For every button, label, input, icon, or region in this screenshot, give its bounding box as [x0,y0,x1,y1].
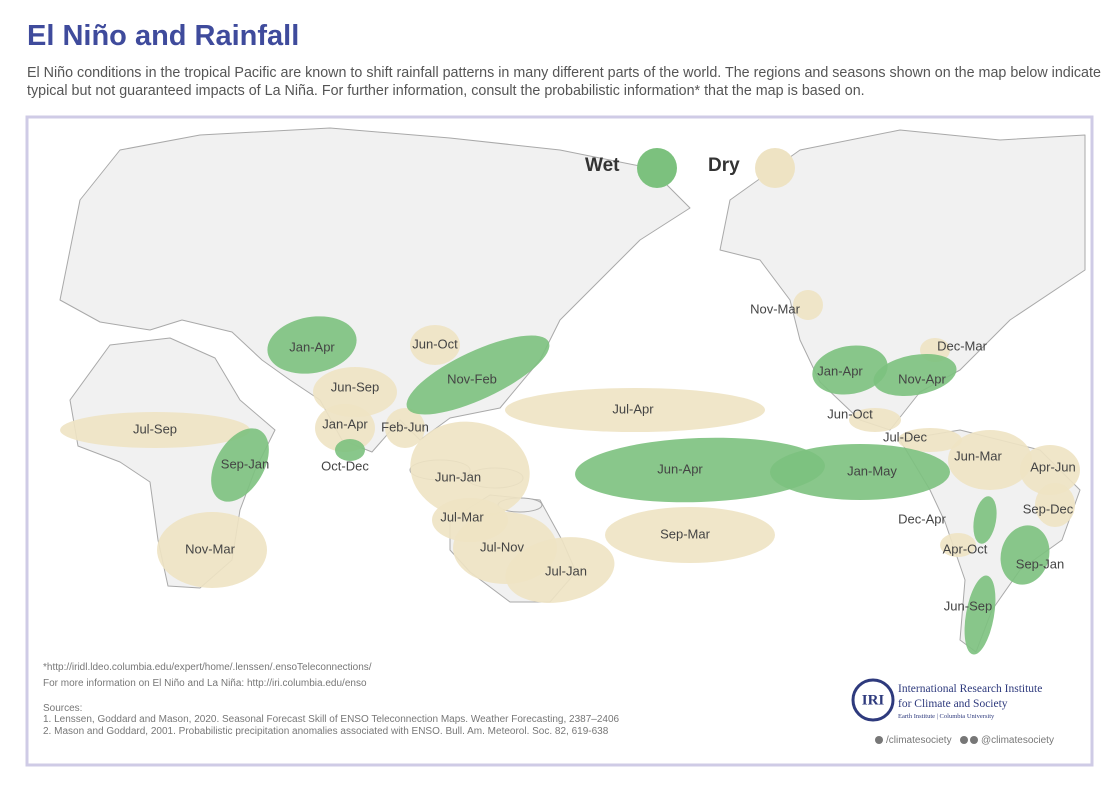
footnote: *http://iridl.ldeo.columbia.edu/expert/h… [43,662,372,673]
region-label: Jul-Nov [480,539,525,554]
footer: *http://iridl.ldeo.columbia.edu/expert/h… [43,662,1054,746]
wet-region [1000,525,1050,585]
region-label: Jun-Mar [954,448,1002,463]
wet-region [973,496,997,544]
region-label: Sep-Jan [221,456,269,471]
legend-swatch [755,148,795,188]
region-label: Sep-Jan [1016,556,1064,571]
dry-region [793,290,823,320]
legend-label: Wet [585,155,620,176]
region-label: Jun-Oct [827,406,873,421]
social-icon [960,736,968,744]
dry-region [410,325,460,365]
region-label: Nov-Mar [185,541,236,556]
sources-heading: Sources: [43,703,82,714]
region-label: Nov-Feb [447,371,497,386]
logo-affiliation: Earth Institute | Columbia University [898,713,995,720]
dry-region [1035,483,1075,527]
region-label: Jun-Sep [331,379,379,394]
facebook-icon [875,736,883,744]
social-handle: /climatesociety [886,735,952,746]
logo-mark: IRI [862,692,885,708]
wet-region [211,428,269,502]
description: El Niño conditions in the tropical Pacif… [27,65,1101,99]
dry-region [898,428,962,452]
dry-region [505,537,615,603]
dry-region [849,408,901,432]
region-label: Jan-Apr [289,339,335,354]
region-label: Jun-Sep [944,598,992,613]
region-labels: Jul-Sep Nov-Mar Jun-Oct Jun-Sep Jan-Apr Feb-J… [133,301,1076,613]
impact-regions [60,290,1080,655]
region-label: Nov-Mar [750,301,801,316]
region-label: Jan-Apr [817,363,863,378]
dry-region [1020,445,1080,495]
region-label: Jul-Mar [440,509,484,524]
region-label: Apr-Jun [1030,459,1076,474]
region-label: Jul-Jan [545,563,587,578]
dry-region [313,367,397,417]
region-label: Jan-May [847,463,897,478]
region-label: Dec-Mar [937,338,988,353]
title: El Niño and Rainfall [27,20,300,52]
region-label: Jun-Apr [657,461,703,476]
region-label: Jun-Oct [412,336,458,351]
wet-region [770,444,950,500]
dry-region [385,408,425,448]
region-label: Jul-Dec [883,429,928,444]
region-label: Nov-Apr [898,371,946,386]
wet-region [812,345,888,395]
source: 1. Lenssen, Goddard and Mason, 2020. Sea… [43,714,620,725]
wet-region [873,353,957,397]
legend-swatch [637,148,677,188]
dry-region [60,412,250,448]
social-handle: @climatesociety [981,735,1054,746]
source: 2. Mason and Goddard, 2001. Probabilisti… [43,726,609,737]
dry-region [948,430,1032,490]
social-icon [970,736,978,744]
region-label: Jul-Sep [133,421,177,436]
wet-region [267,316,357,374]
wet-region [335,439,365,461]
region-label: Oct-Dec [321,458,369,473]
dry-region [157,512,267,588]
dry-region [940,533,976,557]
dry-region [505,388,765,432]
region-label: Jul-Apr [612,401,654,416]
logo-name: for Climate and Society [898,698,1008,710]
logo-name: International Research Institute [898,683,1042,695]
legend: Wet Dry [585,148,795,188]
logo-ring [851,678,895,722]
region-label: Sep-Dec [1023,501,1074,516]
dry-region [410,421,530,519]
region-label: Sep-Mar [660,526,711,541]
legend-label: Dry [708,155,740,176]
footnote: For more information on El Niño and La N… [43,678,367,689]
wet-region [406,335,550,415]
region-label: Dec-Apr [898,511,946,526]
dry-region [605,507,775,563]
region-label: Jan-Apr [322,416,368,431]
region-label: Jun-Jan [435,469,481,484]
wet-region [575,437,825,503]
region-label: Feb-Jun [381,419,429,434]
region-label: Apr-Oct [943,541,988,556]
wet-region [964,575,996,655]
dry-region [315,404,375,452]
